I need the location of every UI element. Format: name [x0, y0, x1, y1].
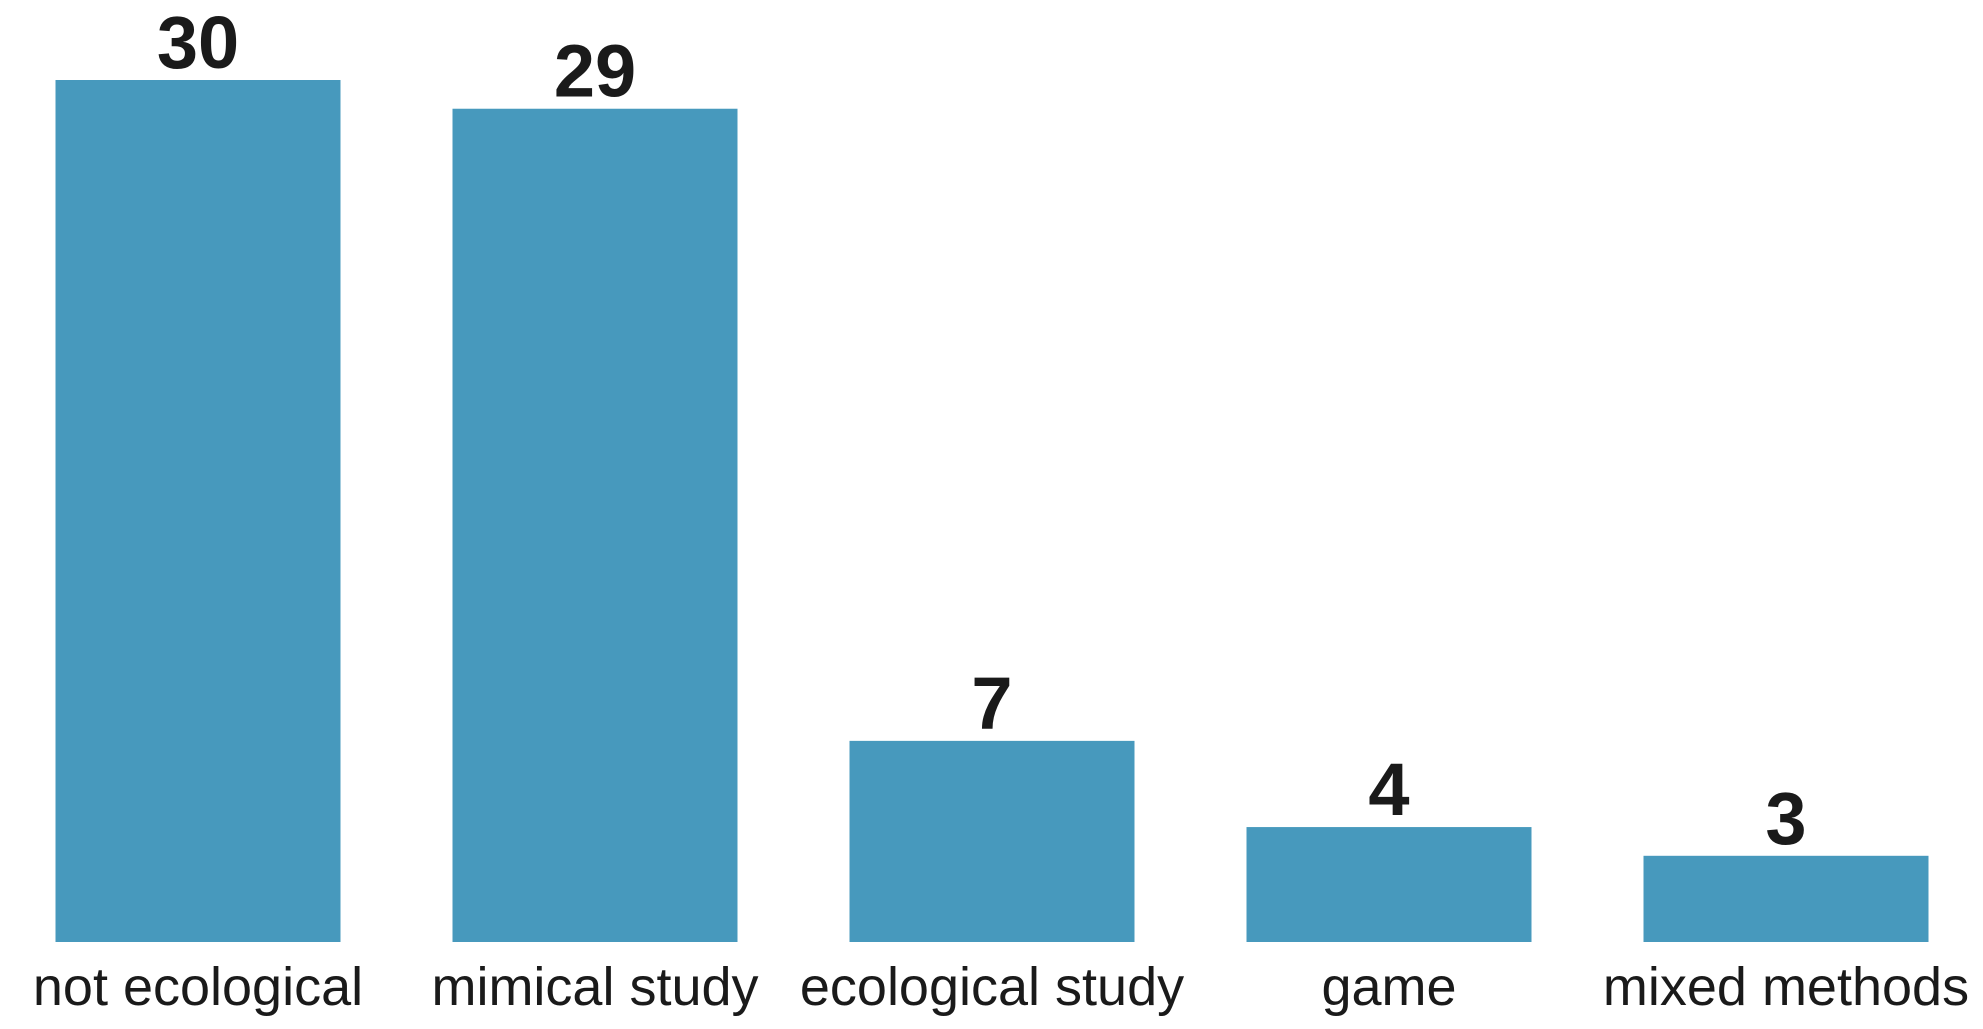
- category-label-not-ecological: not ecological: [33, 957, 363, 1017]
- category-label-mixed-methods: mixed methods: [1603, 957, 1969, 1017]
- category-labels-group: not ecological mimical study ecological st…: [33, 957, 1969, 1017]
- bar-mimical-study: [452, 108, 738, 942]
- bar-not-ecological: [55, 80, 341, 942]
- category-label-ecological-study: ecological study: [800, 957, 1184, 1017]
- bars-group: [55, 80, 1929, 942]
- value-label-not-ecological: 30: [157, 1, 239, 84]
- category-label-game: game: [1321, 957, 1456, 1017]
- value-labels-group: 30 29 7 4 3: [157, 1, 1807, 860]
- value-label-mimical-study: 29: [554, 30, 636, 113]
- value-label-mixed-methods: 3: [1765, 777, 1806, 860]
- bar-ecological-study: [849, 740, 1135, 942]
- category-label-mimical-study: mimical study: [431, 957, 758, 1017]
- value-label-game: 4: [1368, 748, 1409, 831]
- bar-game: [1246, 827, 1532, 942]
- bar-mixed-methods: [1643, 855, 1929, 942]
- value-label-ecological-study: 7: [971, 662, 1012, 745]
